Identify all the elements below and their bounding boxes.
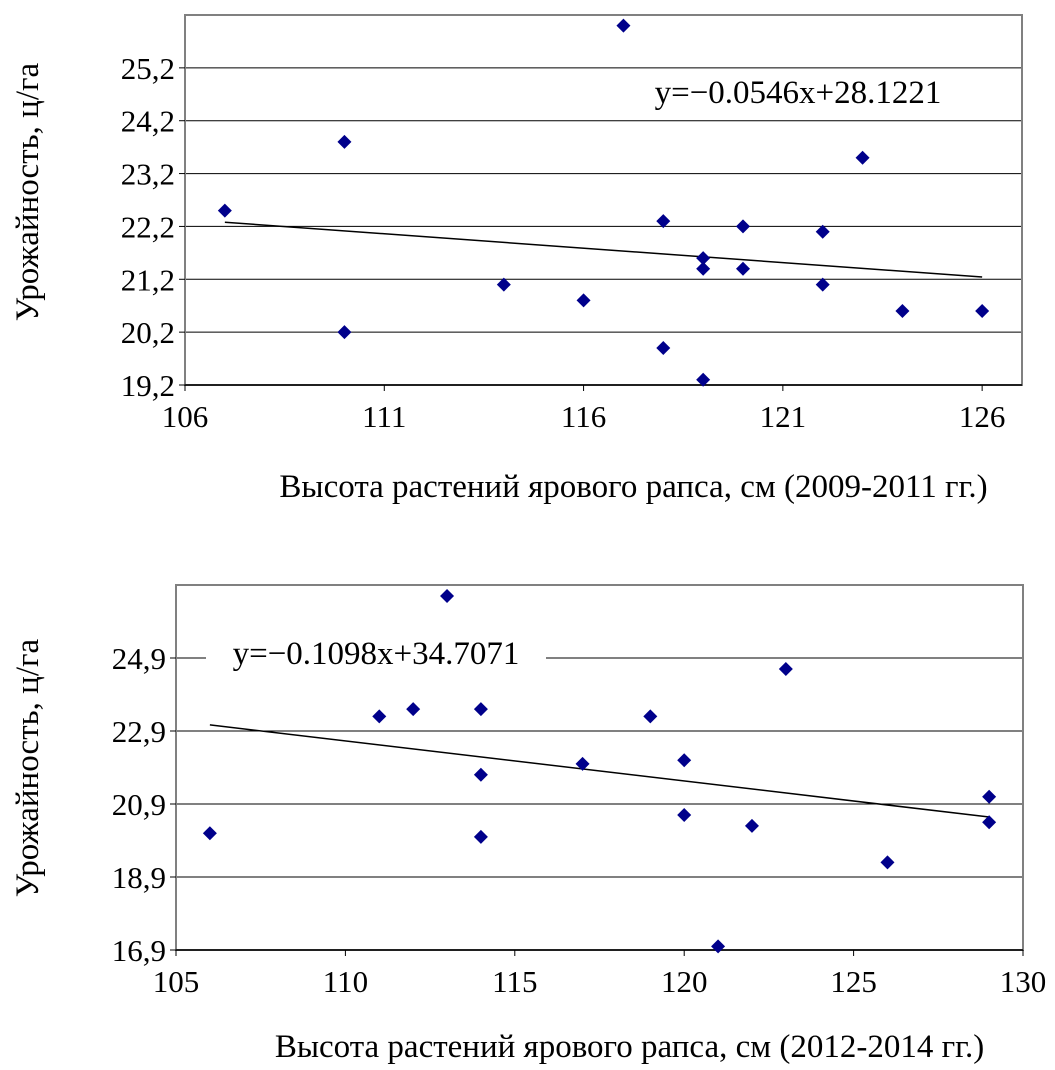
regression-equation: y=−0.0546x+28.1221 xyxy=(655,75,942,111)
data-point xyxy=(372,709,387,724)
x-tick-label: 105 xyxy=(153,964,200,999)
data-point xyxy=(473,829,488,844)
trendline xyxy=(209,724,990,818)
chart-1-2009-2011: 19,2 20,2 21,2 22,2 23,2 24,2 25,2 106 111 116 121… xyxy=(10,14,1023,505)
x-axis-label: Высота растений ярового рапса, см (2012-… xyxy=(275,1029,984,1065)
x-tick-label: 111 xyxy=(362,399,406,434)
data-point xyxy=(473,767,488,782)
data-point xyxy=(677,807,692,822)
data-point xyxy=(778,661,793,676)
data-point xyxy=(744,818,759,833)
y-tick-label: 19,2 xyxy=(121,368,175,403)
data-point xyxy=(696,261,711,276)
data-point xyxy=(815,277,830,292)
x-tick-label: 116 xyxy=(561,399,606,434)
data-point xyxy=(815,224,830,239)
data-point xyxy=(337,325,352,340)
plot-frame xyxy=(184,14,1023,386)
x-tick-label: 125 xyxy=(830,964,877,999)
y-tick-label: 20,2 xyxy=(121,315,175,350)
data-point xyxy=(643,709,658,724)
data-point xyxy=(736,261,750,276)
y-tick-label: 24,9 xyxy=(112,641,166,676)
y-tick-label: 16,9 xyxy=(112,933,166,968)
data-point xyxy=(616,18,631,33)
x-tick-label: 130 xyxy=(1000,964,1047,999)
data-point xyxy=(202,826,217,841)
x-axis-label: Высота растений ярового рапса, см (2009-… xyxy=(279,469,987,505)
data-point xyxy=(406,702,421,717)
y-axis-label: Урожайность, ц/га xyxy=(10,638,46,897)
data-point xyxy=(677,753,692,768)
x-tick-label: 126 xyxy=(959,399,1006,434)
data-point xyxy=(696,251,711,266)
y-tick-label: 20,9 xyxy=(112,787,166,822)
data-point xyxy=(473,702,488,717)
y-tick-label: 22,2 xyxy=(121,209,175,244)
data-point xyxy=(895,304,910,318)
data-point xyxy=(982,815,997,830)
data-point xyxy=(696,372,711,387)
x-tick-label: 115 xyxy=(492,964,537,999)
equation-background xyxy=(603,71,993,115)
x-tick-label: 106 xyxy=(162,399,209,434)
y-tick-label: 23,2 xyxy=(121,157,175,192)
equation-background xyxy=(206,632,546,676)
y-axis-label: Урожайность, ц/га xyxy=(10,62,46,321)
data-point xyxy=(575,756,590,771)
x-tick-label: 121 xyxy=(760,399,807,434)
y-tick-label: 21,2 xyxy=(121,262,175,297)
data-point xyxy=(656,214,671,229)
y-tick-label: 22,9 xyxy=(112,714,166,749)
y-tick-label: 25,2 xyxy=(121,51,175,86)
data-point xyxy=(496,277,511,292)
data-point xyxy=(855,150,870,165)
data-point xyxy=(975,304,990,318)
data-point xyxy=(736,219,750,234)
data-point xyxy=(217,203,232,218)
data-point xyxy=(880,855,895,870)
x-tick-label: 110 xyxy=(323,964,368,999)
data-point xyxy=(982,789,997,804)
regression-equation: y=−0.1098x+34.7071 xyxy=(233,636,520,672)
data-point xyxy=(656,341,671,355)
data-point xyxy=(337,134,352,149)
x-tick-label: 120 xyxy=(661,964,708,999)
data-point xyxy=(711,939,726,954)
chart-2-2012-2014: 16,9 18,9 20,9 22,9 24,9 105 110 115 120 125 130 Вы… xyxy=(10,584,1047,1065)
data-point xyxy=(576,293,591,308)
y-tick-label: 24,2 xyxy=(121,104,175,139)
data-point xyxy=(440,588,455,603)
trendline xyxy=(224,221,983,278)
y-tick-label: 18,9 xyxy=(112,860,166,895)
